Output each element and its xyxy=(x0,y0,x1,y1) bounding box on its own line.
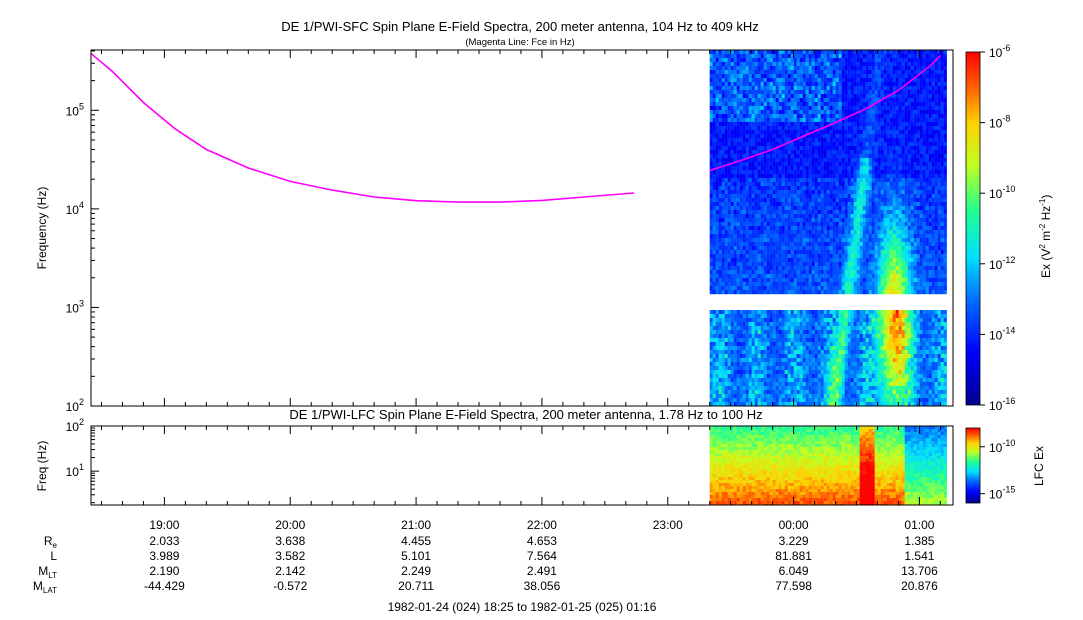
x-tick-label: 19:00 xyxy=(149,518,179,532)
ephemeris-label: MLT xyxy=(38,564,57,580)
ephemeris-label: MLAT xyxy=(33,579,57,595)
fce-line xyxy=(91,52,635,203)
sfc-plot-frame xyxy=(90,49,954,407)
ephemeris-label: L xyxy=(50,549,57,563)
sfc-colorbar xyxy=(965,51,981,406)
lfc-ytick-label: 102 xyxy=(66,417,84,434)
sfc-title: DE 1/PWI-SFC Spin Plane E-Field Spectra,… xyxy=(281,19,759,34)
sfc-ytick-label: 104 xyxy=(66,200,84,217)
ephemeris-value: 1.541 xyxy=(904,549,934,563)
ephemeris-value: 13.706 xyxy=(901,564,938,578)
ephemeris-value: 5.101 xyxy=(401,549,431,563)
lfc-colorbar-label: LFC Ex xyxy=(1032,446,1046,486)
lfc-colorbar xyxy=(965,427,981,504)
ephemeris-value: 20.711 xyxy=(398,579,434,593)
sfc-cbar-tick-label: 10-6 xyxy=(989,43,1010,60)
ephemeris-value: 38.056 xyxy=(524,579,561,593)
ephemeris-value: 20.876 xyxy=(901,579,938,593)
fce-lines xyxy=(91,52,941,203)
ephemeris-value: 3.989 xyxy=(149,549,179,563)
x-tick-label: 01:00 xyxy=(904,518,934,532)
x-tick-label: 22:00 xyxy=(527,518,557,532)
ephemeris-table: Re 2.033 3.638 4.455 4.653 3.229 1.385 L 3.989 3.… xyxy=(33,534,938,595)
ephemeris-value: 2.249 xyxy=(401,564,431,578)
lfc-plot-frame xyxy=(90,425,954,506)
colorbar-ticks: 10-6 10-8 10-10 10-12 10-14 10-16 10-10 10-15 xyxy=(980,43,1015,502)
ephemeris-value: 77.598 xyxy=(775,579,812,593)
time-range-label: 1982-01-24 (024) 18:25 to 1982-01-25 (02… xyxy=(388,600,657,614)
x-tick-label: 21:00 xyxy=(401,518,431,532)
ephemeris-value: 2.190 xyxy=(149,564,179,578)
axis-ticks: 102 103 104 105 101 102 19:00 20:00 21:00 22:00 23… xyxy=(66,50,941,532)
sfc-spectrogram xyxy=(709,50,947,406)
sfc-ytick-label: 105 xyxy=(66,101,84,118)
ephemeris-value: -44.429 xyxy=(144,579,185,593)
sfc-colorbar-label: Ex (V2 m-2 Hz-1) xyxy=(1038,195,1053,278)
ephemeris-value: 3.229 xyxy=(779,534,809,548)
sfc-ytick-label: 102 xyxy=(66,397,84,414)
ephemeris-value: -0.572 xyxy=(273,579,307,593)
x-tick-label: 00:00 xyxy=(779,518,809,532)
ephemeris-value: 7.564 xyxy=(527,549,557,563)
sfc-subtitle: (Magenta Line: Fce in Hz) xyxy=(465,37,574,48)
sfc-cbar-tick-label: 10-8 xyxy=(989,114,1010,131)
ephemeris-value: 81.881 xyxy=(775,549,812,563)
sfc-ytick-label: 103 xyxy=(66,298,84,315)
sfc-cbar-tick-label: 10-16 xyxy=(989,396,1015,413)
lfc-ylabel: Freq (Hz) xyxy=(35,441,49,492)
ephemeris-value: 3.582 xyxy=(275,549,305,563)
ephemeris-value: 2.033 xyxy=(149,534,179,548)
lfc-cbar-tick-label: 10-10 xyxy=(989,438,1015,455)
ephemeris-value: 3.638 xyxy=(275,534,305,548)
ephemeris-value: 2.491 xyxy=(527,564,557,578)
x-tick-label: 23:00 xyxy=(653,518,683,532)
sfc-ylabel: Frequency (Hz) xyxy=(35,187,49,270)
x-tick-label: 20:00 xyxy=(275,518,305,532)
ephemeris-value: 6.049 xyxy=(779,564,809,578)
ephemeris-value: 1.385 xyxy=(904,534,934,548)
sfc-cbar-tick-label: 10-10 xyxy=(989,184,1015,201)
ephemeris-value: 4.653 xyxy=(527,534,557,548)
lfc-spectrogram xyxy=(709,426,947,505)
lfc-cbar-tick-label: 10-15 xyxy=(989,485,1015,502)
fce-line xyxy=(709,54,941,172)
sfc-cbar-tick-label: 10-14 xyxy=(989,325,1015,342)
lfc-title: DE 1/PWI-LFC Spin Plane E-Field Spectra,… xyxy=(289,407,762,422)
ephemeris-label: Re xyxy=(44,534,58,550)
lfc-ytick-label: 101 xyxy=(66,462,84,479)
ephemeris-value: 4.455 xyxy=(401,534,431,548)
sfc-cbar-tick-label: 10-12 xyxy=(989,255,1015,272)
ephemeris-value: 2.142 xyxy=(275,564,305,578)
